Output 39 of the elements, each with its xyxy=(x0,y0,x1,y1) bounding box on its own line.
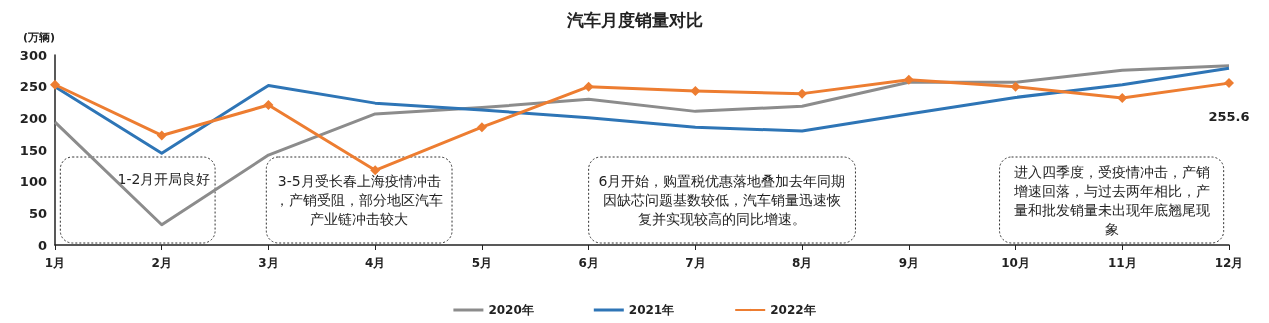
point xyxy=(476,122,487,133)
y-tick-label: 200 xyxy=(19,110,47,126)
point xyxy=(263,100,274,111)
legend-label: 2020年 xyxy=(488,303,534,317)
x-tick-label: 2月 xyxy=(151,256,172,270)
point xyxy=(156,130,167,141)
y-tick-label: 50 xyxy=(28,205,47,221)
x-tick-label: 7月 xyxy=(685,256,706,270)
y-axis-title: (万辆) xyxy=(22,31,55,44)
legend-label: 2022年 xyxy=(770,303,816,317)
annotation: 3-5月受长春上海疫情冲击，产销受阻，部分地区汽车产业链冲击较大 xyxy=(275,173,444,227)
x-tick-label: 4月 xyxy=(365,256,386,270)
point xyxy=(583,81,594,92)
x-tick-label: 9月 xyxy=(898,256,919,270)
annotation: 6月开始，购置税优惠落地叠加去年同期因缺芯问题基数较低，汽车销量迅速恢复并实现较高的同比增速。 xyxy=(598,173,846,227)
x-tick-label: 8月 xyxy=(791,256,813,270)
x-tick-label: 11月 xyxy=(1107,256,1137,270)
point xyxy=(797,88,808,99)
x-tick-label: 1月 xyxy=(44,256,66,270)
y-tick-label: 100 xyxy=(19,174,47,190)
point xyxy=(50,79,60,90)
annotation: 进入四季度，受疫情冲击，产销增速回落，与过去两年相比，产量和批发销量未出现年底翘尾现象 xyxy=(1012,163,1210,237)
y-tick-label: 150 xyxy=(19,142,47,158)
x-tick-label: 12月 xyxy=(1214,256,1244,270)
y-tick-label: 250 xyxy=(19,79,47,95)
data-label: 255.6 xyxy=(1208,109,1250,125)
point xyxy=(1224,78,1234,89)
x-tick-label: 6月 xyxy=(578,256,599,270)
point xyxy=(1117,93,1128,104)
x-tick-label: 5月 xyxy=(471,256,493,270)
y-tick-label: 300 xyxy=(19,47,47,63)
point xyxy=(903,74,914,85)
annotation: 1-2月开局良好 xyxy=(117,171,211,187)
point xyxy=(690,86,701,97)
x-tick-label: 3月 xyxy=(258,256,279,270)
x-tick-label: 10月 xyxy=(1001,256,1030,270)
legend-label: 2021年 xyxy=(628,303,675,317)
chart-title: 汽车月度销量对比 xyxy=(565,9,703,30)
y-tick-label: 0 xyxy=(37,237,47,253)
